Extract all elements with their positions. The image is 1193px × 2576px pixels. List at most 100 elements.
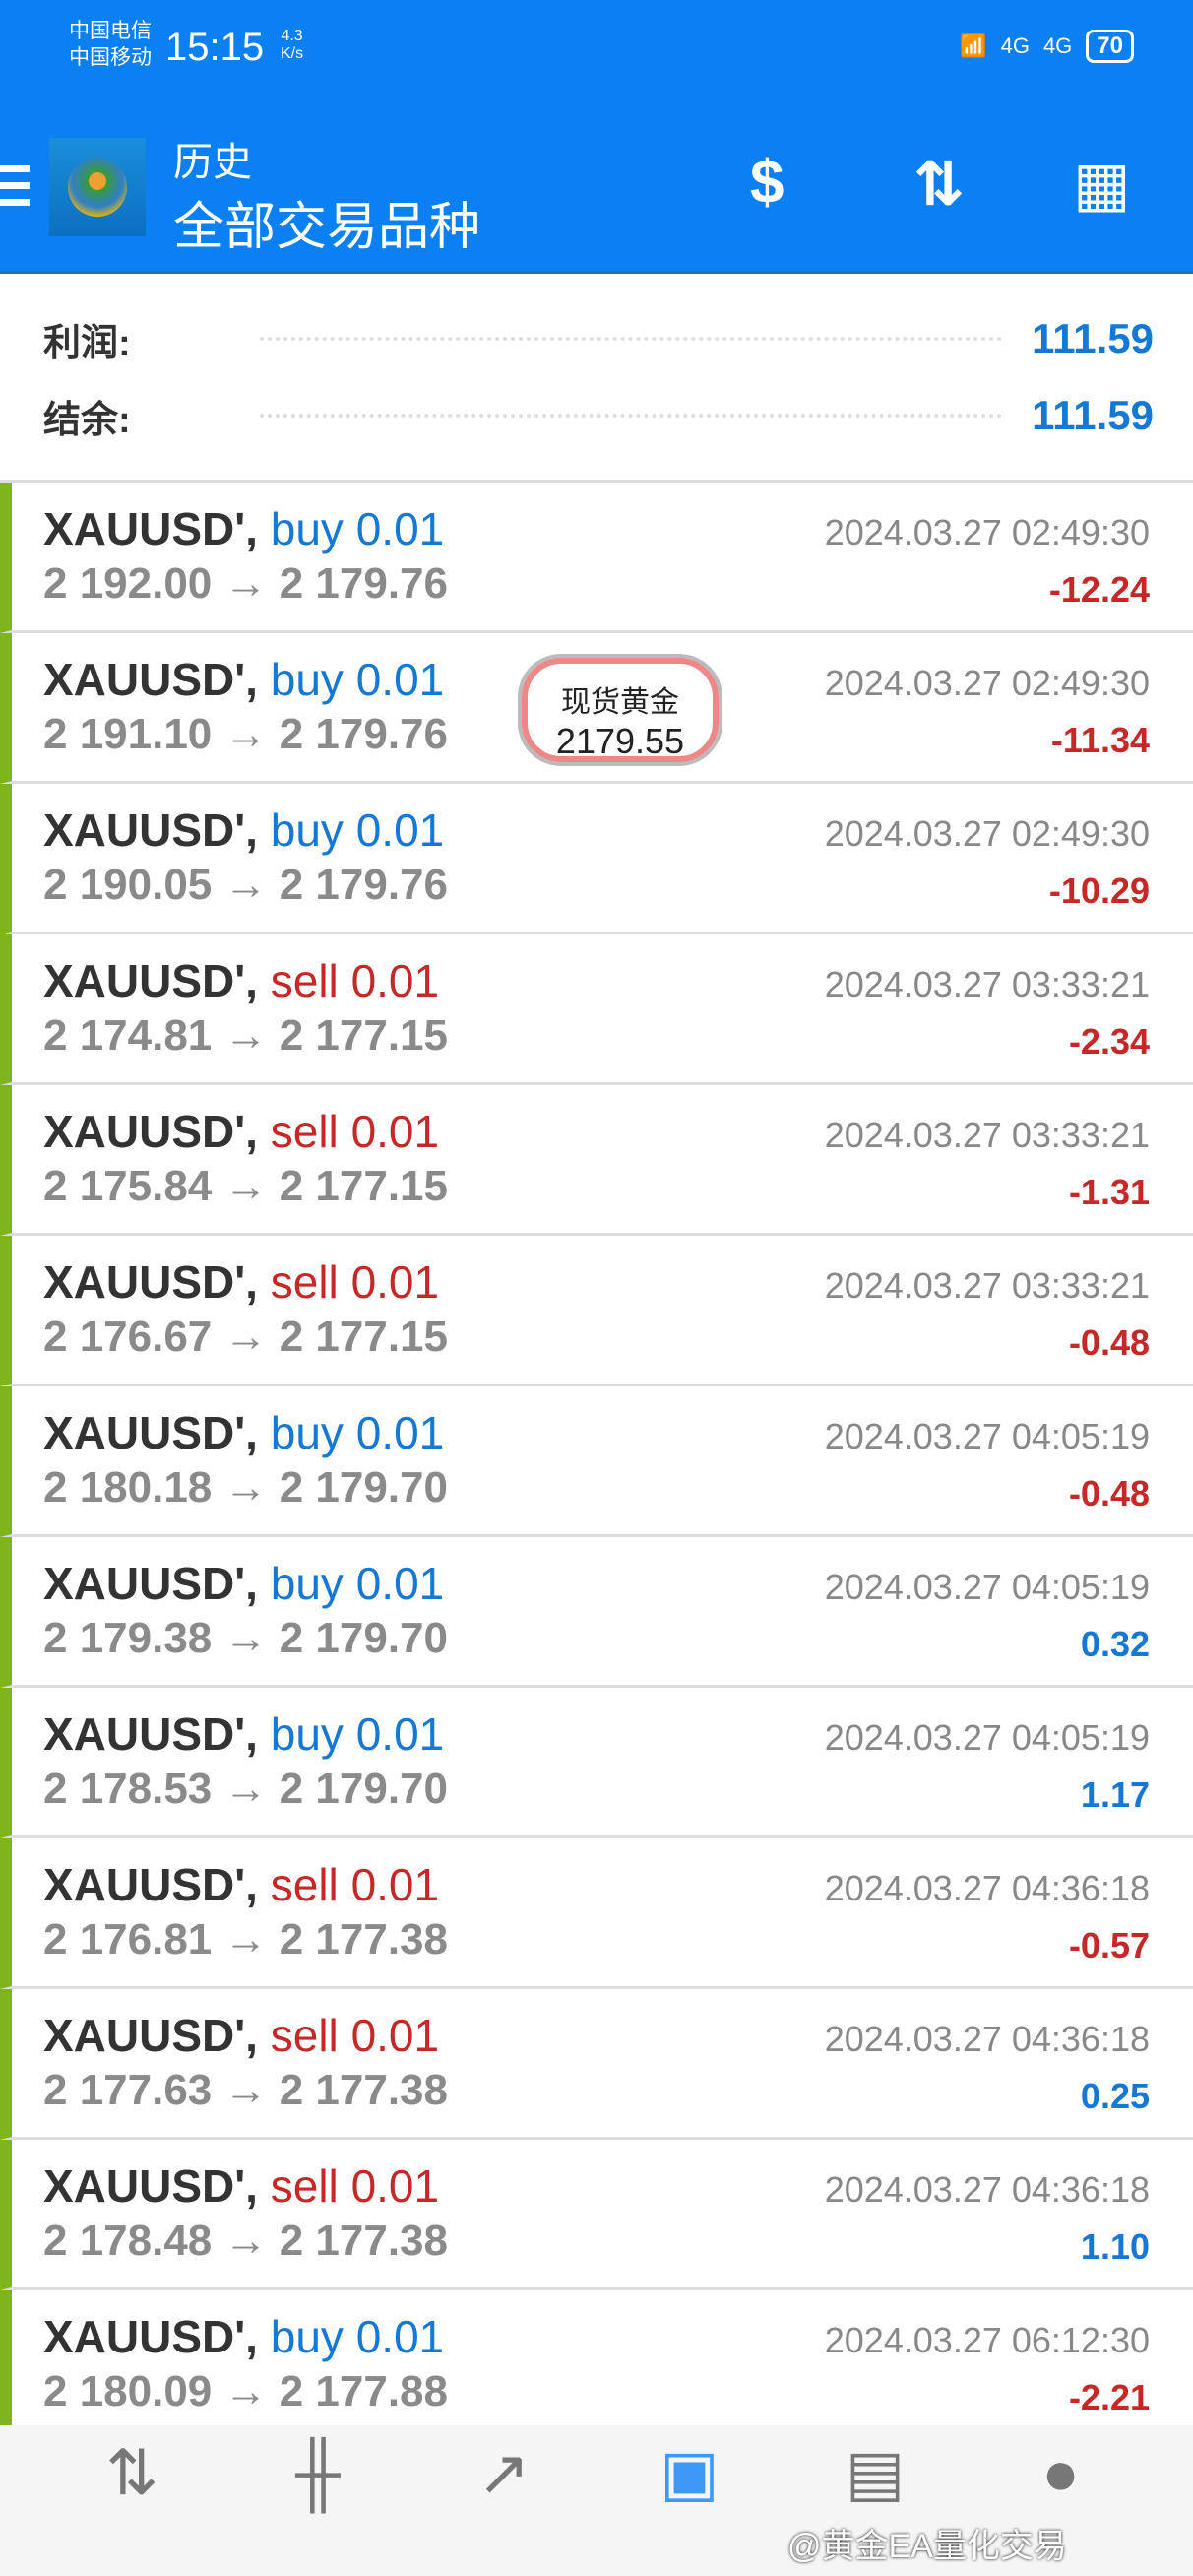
type: sell [270, 2010, 339, 2061]
mt4-logo [49, 138, 146, 236]
trade-profit: 1.17 [1080, 1774, 1150, 1815]
carrier-1: 中国电信 [69, 20, 152, 42]
type: sell [270, 955, 339, 1006]
symbol: XAUUSD', [43, 654, 258, 705]
profit-label: 利润: [43, 322, 131, 364]
carrier-info: 中国电信 中国移动 [69, 18, 152, 71]
price-range: 2 180.18 → 2 179.70 [43, 1463, 448, 1512]
trade-row[interactable]: XAUUSD', buy 0.01 2 190.05 → 2 179.76 20… [0, 784, 1193, 934]
trade-time: 2024.03.27 06:12:30 [824, 2320, 1150, 2360]
volume: 0.01 [350, 955, 440, 1006]
trade-row[interactable]: XAUUSD', buy 0.01 2 178.53 → 2 179.70 20… [0, 1688, 1193, 1838]
price-range: 2 191.10 → 2 179.76 [43, 710, 448, 758]
trade-time: 2024.03.27 04:36:18 [824, 2169, 1150, 2210]
price-range: 2 175.84 → 2 177.15 [43, 1162, 448, 1210]
trade-symbol: XAUUSD', sell 0.01 [43, 954, 439, 1007]
symbol: XAUUSD', [43, 2160, 258, 2212]
divider [260, 414, 1003, 418]
balance-value: 111.59 [1032, 392, 1154, 438]
speed-unit: K/s [281, 45, 304, 62]
trade-row[interactable]: XAUUSD', sell 0.01 2 174.81 → 2 177.15 2… [0, 934, 1193, 1085]
trade-row[interactable]: XAUUSD', sell 0.01 2 177.63 → 2 177.38 2… [0, 1989, 1193, 2140]
trade-row[interactable]: XAUUSD', sell 0.01 2 176.67 → 2 177.15 2… [0, 1236, 1193, 1386]
trade-type: buy 0.01 [271, 1407, 444, 1458]
trade-icon[interactable]: ↗ [476, 2437, 531, 2508]
type: sell [270, 1859, 339, 1910]
trade-row[interactable]: XAUUSD', sell 0.01 2 176.81 → 2 177.38 2… [0, 1838, 1193, 1989]
price-range: 2 174.81 → 2 177.15 [43, 1011, 448, 1060]
trade-row[interactable]: XAUUSD', sell 0.01 2 175.84 → 2 177.15 2… [0, 1085, 1193, 1236]
symbol: XAUUSD', [43, 1708, 258, 1760]
trade-row[interactable]: XAUUSD', buy 0.01 2 180.18 → 2 179.70 20… [0, 1386, 1193, 1537]
type: sell [270, 2160, 339, 2212]
trade-time: 2024.03.27 04:05:19 [824, 1567, 1150, 1607]
symbol-filter[interactable]: 全部交易品种 [173, 199, 481, 256]
volume: 0.01 [350, 1256, 440, 1308]
trade-profit: 0.25 [1080, 2076, 1150, 2116]
trade-profit: -0.48 [1068, 1473, 1150, 1513]
trade-symbol: XAUUSD', buy 0.01 [43, 1707, 444, 1761]
trade-profit: -0.48 [1068, 1322, 1150, 1363]
trade-symbol: XAUUSD', buy 0.01 [43, 653, 444, 706]
trade-symbol: XAUUSD', sell 0.01 [43, 1858, 439, 1911]
trade-row[interactable]: XAUUSD', buy 0.01 2 191.10 → 2 179.76 20… [0, 633, 1193, 784]
trade-profit: -0.57 [1068, 1925, 1150, 1965]
symbol: XAUUSD', [43, 2010, 258, 2061]
messages-icon[interactable]: ▤ [845, 2437, 906, 2508]
balance-label: 结余: [43, 399, 131, 441]
calendar-icon[interactable]: ▦ [1073, 151, 1131, 219]
history-icon[interactable]: ▣ [659, 2437, 720, 2508]
trade-type: sell 0.01 [271, 1106, 439, 1157]
trade-row[interactable]: XAUUSD', buy 0.01 2 179.38 → 2 179.70 20… [0, 1537, 1193, 1688]
price-range: 2 179.38 → 2 179.70 [43, 1614, 448, 1662]
volume: 0.01 [355, 1407, 445, 1458]
speed-value: 4.3 [281, 28, 303, 44]
floating-price-widget[interactable]: 现货黄金 2179.55 [522, 658, 719, 762]
symbol: XAUUSD', [43, 805, 258, 856]
trade-type: sell 0.01 [271, 1859, 439, 1910]
chat-icon[interactable]: ● [1041, 2437, 1080, 2508]
volume: 0.01 [350, 1106, 440, 1157]
menu-icon[interactable] [0, 165, 30, 216]
type: buy [270, 654, 344, 705]
currency-exchange-icon[interactable]: $ [750, 149, 785, 217]
trade-row[interactable]: XAUUSD', buy 0.01 2 192.00 → 2 179.76 20… [0, 483, 1193, 633]
trade-row[interactable]: XAUUSD', sell 0.01 2 178.48 → 2 177.38 2… [0, 2140, 1193, 2290]
trade-row[interactable]: XAUUSD', buy 0.01 2 180.09 → 2 177.88 20… [0, 2290, 1193, 2441]
divider [260, 337, 1003, 341]
wifi-icon: 📶 [960, 33, 987, 58]
widget-price: 2179.55 [555, 721, 685, 761]
carrier-2: 中国移动 [69, 46, 152, 69]
quotes-icon[interactable]: ⇅ [105, 2437, 159, 2508]
profit-value: 111.59 [1032, 315, 1154, 361]
type: sell [270, 1106, 339, 1157]
battery-icon: 70 [1086, 30, 1134, 63]
trade-type: buy 0.01 [271, 1558, 444, 1609]
trade-time: 2024.03.27 04:36:18 [824, 2019, 1150, 2059]
trade-time: 2024.03.27 03:33:21 [824, 1115, 1150, 1155]
trade-profit: -1.31 [1068, 1172, 1150, 1212]
price-range: 2 177.63 → 2 177.38 [43, 2066, 448, 2114]
trade-symbol: XAUUSD', sell 0.01 [43, 1256, 439, 1309]
trade-time: 2024.03.27 02:49:30 [824, 512, 1150, 552]
type: buy [270, 503, 344, 554]
trade-profit: -11.34 [1050, 720, 1150, 760]
volume: 0.01 [355, 1708, 445, 1760]
type: buy [270, 1708, 344, 1760]
trade-profit: -10.29 [1048, 870, 1150, 911]
trade-time: 2024.03.27 03:33:21 [824, 1265, 1150, 1306]
chart-icon[interactable]: ╫ [295, 2437, 341, 2508]
type: buy [270, 805, 344, 856]
profit-row: 利润: 111.59 [43, 309, 1154, 368]
volume: 0.01 [350, 1859, 440, 1910]
trade-symbol: XAUUSD', buy 0.01 [43, 502, 444, 555]
price-range: 2 176.67 → 2 177.15 [43, 1313, 448, 1361]
trade-time: 2024.03.27 02:49:30 [824, 813, 1150, 854]
app-header: 中国电信 中国移动 15:15 4.3 K/s 📶 4G 4G 70 历史 全部交易… [0, 0, 1193, 274]
price-range: 2 176.81 → 2 177.38 [43, 1915, 448, 1964]
sort-icon[interactable]: ⇅ [913, 151, 965, 219]
trade-type: buy 0.01 [271, 503, 444, 554]
trade-profit: 0.32 [1080, 1624, 1150, 1664]
volume: 0.01 [350, 2010, 440, 2061]
trade-type: buy 0.01 [271, 2311, 444, 2362]
